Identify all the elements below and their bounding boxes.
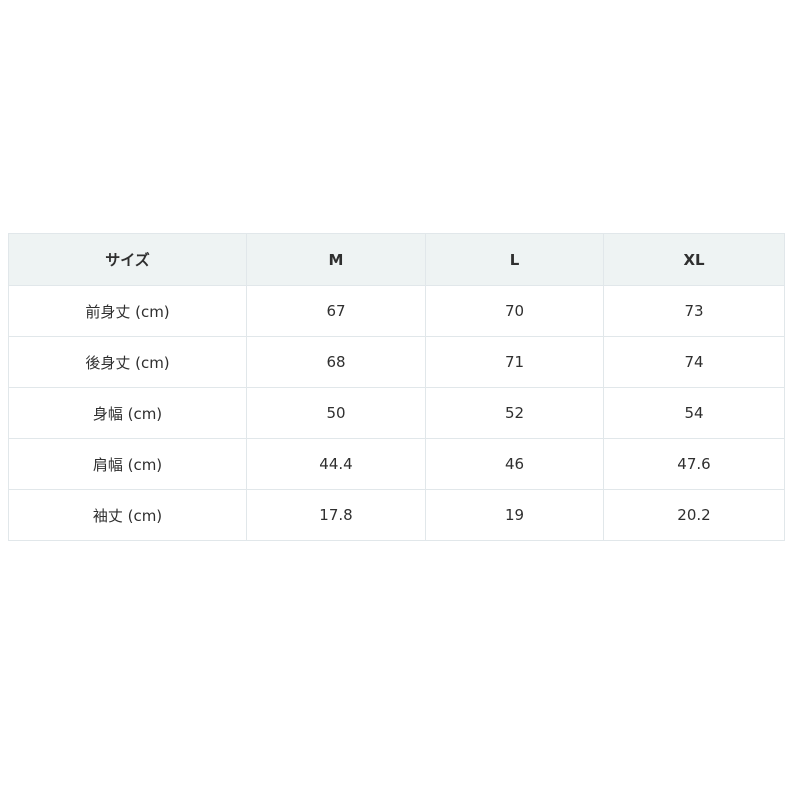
table-cell: 74 (603, 336, 785, 388)
table-cell: 19 (425, 489, 604, 541)
table-row: 身幅 (cm) 50 52 54 (8, 387, 785, 439)
table-cell: 68 (246, 336, 426, 388)
header-size: サイズ (8, 233, 247, 286)
table-cell: 50 (246, 387, 426, 439)
table-cell: 52 (425, 387, 604, 439)
table-cell: 46 (425, 438, 604, 490)
table-row: 後身丈 (cm) 68 71 74 (8, 336, 785, 388)
row-label: 前身丈 (cm) (8, 285, 247, 337)
header-m: M (246, 233, 426, 286)
size-chart-table: サイズ M L XL 前身丈 (cm) 67 70 73 後身丈 (cm) 68 71 74 身… (8, 233, 785, 541)
table-row: 前身丈 (cm) 67 70 73 (8, 285, 785, 337)
table-cell: 17.8 (246, 489, 426, 541)
row-label: 袖丈 (cm) (8, 489, 247, 541)
header-row: サイズ M L XL (8, 233, 785, 286)
row-label: 身幅 (cm) (8, 387, 247, 439)
table-cell: 54 (603, 387, 785, 439)
row-label: 肩幅 (cm) (8, 438, 247, 490)
table-cell: 73 (603, 285, 785, 337)
table-row: 袖丈 (cm) 17.8 19 20.2 (8, 489, 785, 541)
table-cell: 67 (246, 285, 426, 337)
table-cell: 44.4 (246, 438, 426, 490)
header-l: L (425, 233, 604, 286)
table-row: 肩幅 (cm) 44.4 46 47.6 (8, 438, 785, 490)
row-label: 後身丈 (cm) (8, 336, 247, 388)
header-xl: XL (603, 233, 785, 286)
table-cell: 70 (425, 285, 604, 337)
table-cell: 47.6 (603, 438, 785, 490)
table-cell: 20.2 (603, 489, 785, 541)
table-cell: 71 (425, 336, 604, 388)
